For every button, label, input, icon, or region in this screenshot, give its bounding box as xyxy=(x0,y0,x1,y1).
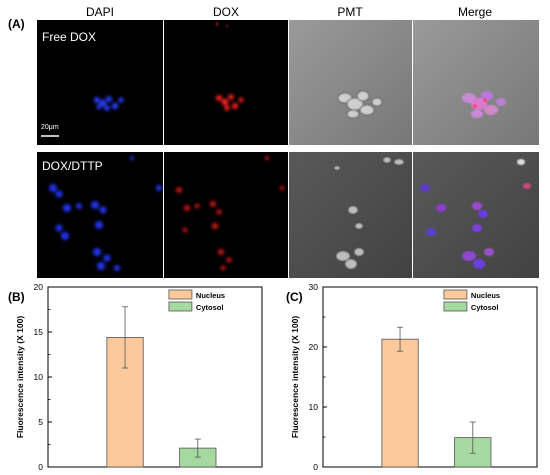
y-axis-label: Fluorescence intensity (X 100) xyxy=(15,316,25,439)
bar-chart-b: 0 5 10 15 20 Fluorescence intensity (X 100) Nu… xyxy=(15,282,263,472)
y-tick-label: 30 xyxy=(309,282,319,292)
image-dox-dttp-dox xyxy=(164,152,288,278)
column-header-pmt: PMT xyxy=(337,5,363,19)
image-dox-dttp-merge xyxy=(413,152,539,278)
y-tick-label: 5 xyxy=(38,417,43,427)
legend-label-nucleus: Nucleus xyxy=(196,291,225,300)
panel-c-label: (C) xyxy=(286,290,303,304)
image-free-dox-pmt xyxy=(289,20,412,145)
merge-cells-row1 xyxy=(462,91,506,118)
legend-swatch-cytosol xyxy=(443,301,468,312)
plot-frame xyxy=(322,286,538,468)
pmt-cells-row2 xyxy=(333,156,405,270)
scale-bar-label: 20μm xyxy=(41,124,59,131)
panel-a-label: (A) xyxy=(8,17,25,31)
plot-frame xyxy=(47,286,263,468)
panel-b-label: (B) xyxy=(8,290,25,304)
image-free-dox-dox xyxy=(164,20,288,145)
image-dox-dttp-pmt xyxy=(289,152,412,278)
y-tick-label: 10 xyxy=(34,372,44,382)
row-label-dox-dttp: DOX/DTTP xyxy=(42,159,103,173)
bar-nucleus xyxy=(381,338,419,468)
bar-chart-c: 0 10 20 30 Fluorescence intensity (X 100) Nuc… xyxy=(290,282,538,472)
legend-swatch-cytosol xyxy=(168,301,193,312)
y-tick-label: 10 xyxy=(309,402,319,412)
column-header-merge: Merge xyxy=(457,5,492,19)
legend-swatch-nucleus xyxy=(443,289,468,300)
legend-swatch-nucleus xyxy=(168,289,193,300)
y-axis-label: Fluorescence intensity (X 100) xyxy=(290,316,300,439)
image-free-dox-merge xyxy=(413,20,539,145)
y-tick-label: 20 xyxy=(309,342,319,352)
column-header-dapi: DAPI xyxy=(85,5,114,19)
y-tick-label: 15 xyxy=(34,327,44,337)
microscopy-image-grid xyxy=(37,20,539,278)
legend-label-nucleus: Nucleus xyxy=(471,291,500,300)
dapi-nuclei-row1 xyxy=(94,96,124,111)
dapi-nuclei-row2 xyxy=(49,156,162,271)
row-label-free-dox: Free DOX xyxy=(42,30,97,44)
pmt-cells-row1 xyxy=(337,90,383,119)
image-dox-dttp-dapi xyxy=(37,152,163,278)
y-tick-label: 20 xyxy=(34,282,44,292)
column-header-dox: DOX xyxy=(212,5,239,19)
image-free-dox-dapi xyxy=(37,20,163,145)
dox-signal-row1 xyxy=(216,94,244,111)
y-tick-label: 0 xyxy=(313,462,318,472)
legend-label-cytosol: Cytosol xyxy=(471,303,499,312)
dox-signal-row2 xyxy=(176,156,285,271)
y-tick-label: 0 xyxy=(38,462,43,472)
legend-label-cytosol: Cytosol xyxy=(196,303,224,312)
merge-cells-row2 xyxy=(420,159,531,269)
